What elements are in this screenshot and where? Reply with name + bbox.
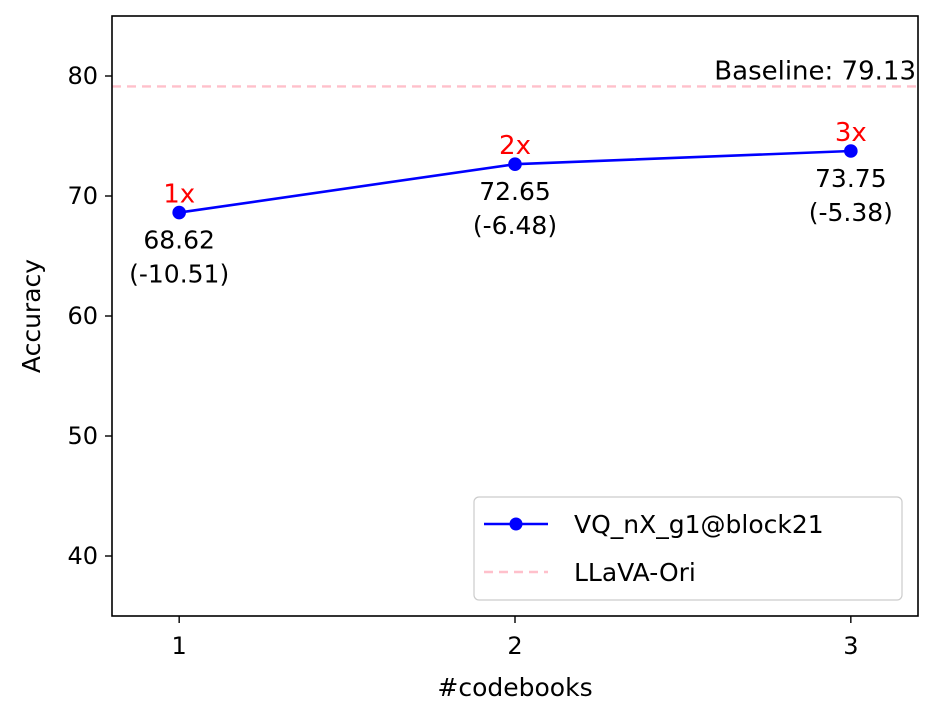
y-tick-label: 50	[67, 422, 98, 450]
legend: VQ_nX_g1@block21 LLaVA-Ori	[473, 496, 903, 601]
y-tick-label: 70	[67, 182, 98, 210]
legend-label-baseline: LLaVA-Ori	[574, 558, 696, 587]
x-axis-ticks: 1 2 3	[172, 616, 858, 660]
y-tick-label: 80	[67, 62, 98, 90]
legend-box	[473, 496, 903, 601]
annotation-layer: 1x 68.62 (-10.51) 2x 72.65 (-6.48) 3x 73.75 (-5.…	[129, 118, 893, 289]
value-label: 72.65	[479, 177, 551, 206]
delta-label: (-6.48)	[473, 211, 557, 240]
data-point	[172, 205, 186, 220]
y-axis-label: Accuracy	[17, 259, 46, 373]
y-axis-ticks: 40 50 60 70 80	[67, 62, 112, 570]
x-tick-label: 2	[507, 632, 522, 660]
value-label: 73.75	[815, 164, 887, 193]
x-tick-label: 1	[172, 632, 187, 660]
legend-marker-series	[509, 517, 523, 531]
x-tick-label: 3	[843, 632, 858, 660]
x-axis-label: #codebooks	[437, 673, 592, 702]
multiplier-label: 3x	[835, 118, 867, 148]
delta-label: (-5.38)	[809, 198, 893, 227]
y-tick-label: 40	[67, 542, 98, 570]
series-layer	[172, 144, 858, 220]
multiplier-label: 2x	[499, 131, 531, 161]
multiplier-label: 1x	[163, 180, 195, 210]
baseline-label: Baseline: 79.13	[714, 56, 916, 86]
baseline-layer: Baseline: 79.13	[112, 56, 918, 88]
data-point	[508, 157, 522, 171]
legend-label-series: VQ_nX_g1@block21	[574, 510, 824, 539]
y-tick-label: 60	[67, 302, 98, 330]
delta-label: (-10.51)	[129, 260, 229, 289]
data-point	[844, 144, 858, 158]
value-label: 68.62	[143, 226, 215, 255]
